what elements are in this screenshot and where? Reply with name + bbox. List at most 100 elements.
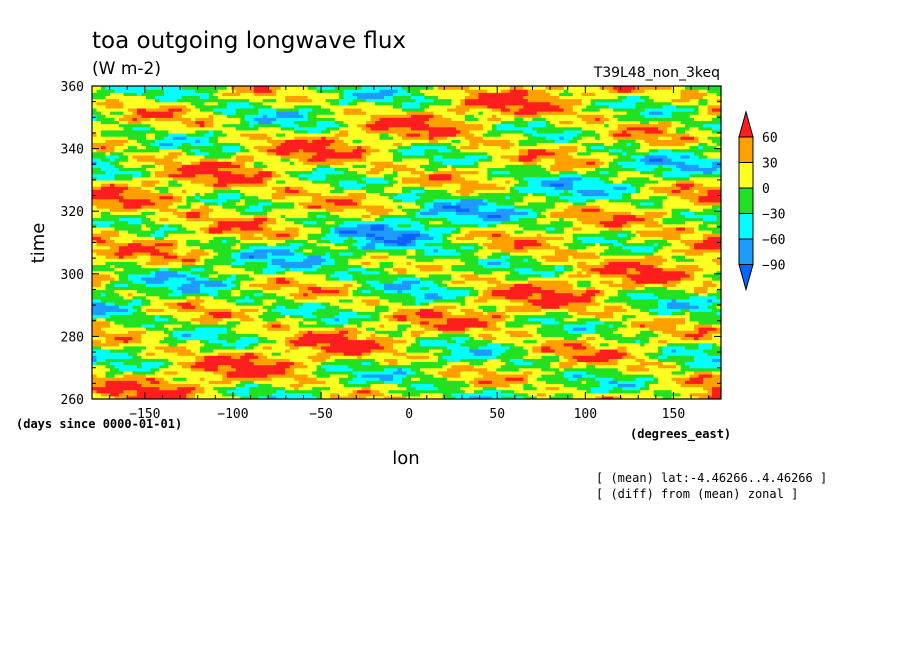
field-cell bbox=[154, 327, 160, 331]
field-cell bbox=[172, 370, 178, 375]
field-cell bbox=[545, 392, 551, 397]
field-cell bbox=[451, 345, 457, 350]
field-cell bbox=[267, 348, 273, 353]
field-cell bbox=[514, 377, 520, 381]
field-cell bbox=[199, 380, 205, 384]
field-cell bbox=[105, 339, 111, 344]
field-cell bbox=[361, 389, 367, 394]
field-cell bbox=[352, 395, 358, 399]
field-cell bbox=[267, 389, 273, 394]
field-cell bbox=[312, 342, 318, 347]
field-cell bbox=[649, 364, 655, 369]
field-cell bbox=[181, 386, 187, 391]
field-cell bbox=[195, 361, 201, 366]
field-cell bbox=[204, 339, 210, 344]
field-cell bbox=[667, 336, 673, 341]
field-cell bbox=[518, 389, 524, 394]
field-cell bbox=[343, 373, 349, 378]
field-cell bbox=[343, 389, 349, 394]
field-cell bbox=[213, 327, 219, 331]
field-cell bbox=[231, 392, 237, 397]
field-cell bbox=[455, 389, 462, 394]
field-cell bbox=[536, 370, 542, 375]
field-cell bbox=[348, 345, 354, 350]
field-cell bbox=[249, 339, 255, 344]
field-cell bbox=[559, 330, 565, 334]
field-cell bbox=[559, 336, 565, 341]
field-cell bbox=[231, 336, 237, 341]
field-cell bbox=[213, 386, 219, 391]
field-cell bbox=[100, 348, 107, 353]
field-cell bbox=[617, 333, 623, 337]
field-cell bbox=[694, 395, 700, 399]
field-cell bbox=[532, 358, 538, 363]
field-cell bbox=[208, 377, 214, 381]
field-cell bbox=[105, 373, 111, 378]
field-cell bbox=[640, 380, 646, 384]
field-cell bbox=[150, 330, 156, 334]
field-cell bbox=[190, 380, 196, 384]
field-cell bbox=[276, 380, 282, 384]
field-cell bbox=[127, 392, 134, 397]
field-cell bbox=[595, 330, 601, 334]
field-cell bbox=[523, 392, 529, 397]
field-cell bbox=[433, 370, 439, 375]
field-cell bbox=[145, 323, 151, 328]
field-cell bbox=[105, 323, 111, 328]
field-cell bbox=[384, 389, 390, 394]
field-cell bbox=[208, 339, 214, 344]
field-cell bbox=[613, 370, 619, 375]
field-cell bbox=[496, 348, 502, 353]
field-cell bbox=[222, 358, 228, 363]
field-cell bbox=[716, 386, 721, 391]
field-cell bbox=[109, 339, 116, 344]
field-cell bbox=[298, 345, 304, 350]
field-cell bbox=[258, 323, 264, 328]
field-cell bbox=[496, 355, 502, 359]
field-cell bbox=[249, 383, 255, 388]
field-cell bbox=[388, 333, 394, 337]
field-cell bbox=[451, 367, 457, 372]
field-cell bbox=[262, 333, 268, 337]
field-cell bbox=[370, 330, 376, 334]
field-cell bbox=[469, 367, 475, 372]
field-cell bbox=[491, 330, 497, 334]
field-cell bbox=[433, 345, 439, 350]
field-cell bbox=[608, 336, 614, 341]
field-cell bbox=[649, 342, 655, 347]
field-cell bbox=[199, 355, 205, 359]
field-cell bbox=[150, 389, 156, 394]
field-cell bbox=[361, 367, 367, 372]
field-cell bbox=[545, 345, 551, 350]
field-cell bbox=[276, 367, 282, 372]
field-cell bbox=[563, 364, 569, 369]
field-cell bbox=[698, 342, 704, 347]
field-cell bbox=[325, 380, 331, 384]
field-cell bbox=[419, 395, 426, 399]
field-cell bbox=[590, 358, 596, 363]
field-cell bbox=[451, 364, 457, 369]
field-cell bbox=[559, 345, 565, 350]
field-cell bbox=[348, 336, 354, 341]
field-cell bbox=[397, 323, 403, 328]
field-cell bbox=[357, 377, 363, 381]
field-cell bbox=[231, 377, 237, 381]
field-cell bbox=[316, 377, 322, 381]
field-cell bbox=[712, 333, 718, 337]
field-cell bbox=[379, 355, 385, 359]
field-cell bbox=[487, 333, 493, 337]
field-cell bbox=[114, 389, 120, 394]
field-cell bbox=[195, 330, 201, 334]
field-cell bbox=[393, 339, 399, 344]
field-cell bbox=[132, 373, 138, 378]
field-cell bbox=[330, 377, 336, 381]
field-cell bbox=[132, 386, 138, 391]
field-cell bbox=[393, 327, 399, 331]
field-cell bbox=[172, 373, 178, 378]
field-cell bbox=[397, 370, 403, 375]
field-cell bbox=[676, 383, 682, 388]
field-cell bbox=[658, 389, 664, 394]
field-cell bbox=[366, 370, 372, 375]
field-cell bbox=[136, 364, 143, 369]
field-cell bbox=[190, 330, 196, 334]
